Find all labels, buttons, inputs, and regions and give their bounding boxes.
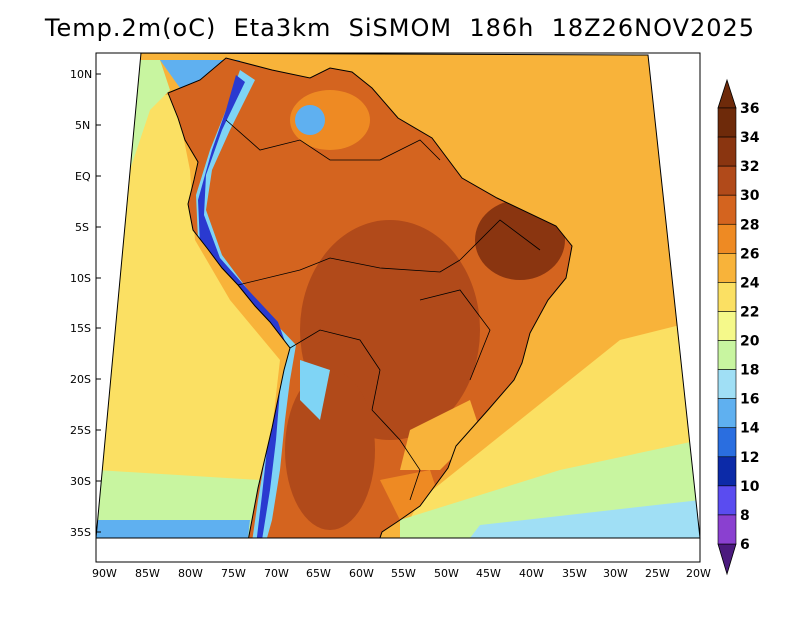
lat-axis: 10N 5N EQ 5S 10S 15S 20S 25S 30S 35S	[70, 68, 101, 539]
southeast-mild	[400, 400, 480, 470]
land-hot-south	[285, 370, 375, 530]
colorbar-label: 16	[740, 392, 759, 408]
border-amazon-south	[237, 257, 461, 286]
lat-label-35s: 35S	[70, 526, 91, 539]
colorbar-label: 18	[740, 363, 759, 379]
colorbar-label: 32	[740, 159, 759, 175]
lon-label-20w: 20W	[686, 567, 711, 580]
colorbar-segment	[717, 194, 737, 225]
colorbar-segment	[717, 427, 737, 458]
colorbar-segment	[717, 369, 737, 399]
colorbar-label: 22	[740, 304, 759, 320]
colorbar-bottom-arrow	[717, 543, 737, 576]
colorbar-label: 12	[740, 450, 759, 466]
lon-label-30w: 30W	[603, 567, 628, 580]
colorbar-segment	[717, 456, 737, 487]
colorbar-segment	[717, 398, 737, 429]
colorbar-label: 28	[740, 217, 759, 233]
lat-label-10s: 10S	[70, 272, 91, 285]
lon-label-85w: 85W	[135, 567, 160, 580]
lon-label-45w: 45W	[476, 567, 501, 580]
colorbar-segment	[717, 485, 737, 516]
colorbar-label: 14	[740, 421, 760, 437]
lon-label-55w: 55W	[391, 567, 416, 580]
colorbar-segment	[717, 223, 737, 254]
border-northeast	[459, 219, 541, 261]
lat-label-20s: 20S	[70, 373, 91, 386]
colorbar-label: 10	[740, 479, 760, 495]
colorbar: 36 34 32 30 28 26 24 22 20 18 16 14 12 10 8 6	[717, 78, 760, 576]
colorbar-top-arrow	[717, 78, 737, 109]
colorbar-label: 6	[740, 537, 750, 553]
roraima-cool-spot	[295, 105, 325, 135]
border-central-brazil	[419, 289, 491, 381]
colorbar-segment	[717, 514, 737, 545]
colorbar-segment	[717, 165, 737, 196]
border-paraguay	[371, 409, 421, 501]
lon-label-90w: 90W	[92, 567, 117, 580]
colorbar-label: 26	[740, 246, 759, 262]
altiplano-cool	[300, 360, 330, 420]
colorbar-segment	[717, 340, 737, 370]
lon-label-35w: 35W	[562, 567, 587, 580]
lat-label-5n: 5N	[75, 119, 90, 132]
country-borders	[225, 119, 541, 501]
lat-label-30s: 30S	[70, 475, 91, 488]
lon-label-40w: 40W	[519, 567, 544, 580]
colorbar-label: 20	[740, 334, 760, 350]
lon-label-80w: 80W	[178, 567, 203, 580]
lon-label-60w: 60W	[349, 567, 374, 580]
atlantic-far-south	[470, 500, 700, 538]
lon-label-75w: 75W	[221, 567, 246, 580]
lon-label-25w: 25W	[645, 567, 670, 580]
lon-axis: 90W 85W 80W 75W 70W 65W 60W 55W 50W 45W …	[92, 567, 711, 580]
ocean-field	[96, 53, 700, 538]
border-north	[225, 119, 441, 161]
colorbar-segment	[717, 282, 737, 312]
map-title: Temp.2m(oC) Eta3km SiSMOM 186h 18Z26NOV2…	[44, 14, 756, 42]
lon-label-65w: 65W	[306, 567, 331, 580]
lat-label-5s: 5S	[75, 221, 89, 234]
colorbar-label: 24	[740, 275, 760, 291]
pacific-cool	[96, 95, 280, 538]
colorbar-segment	[717, 311, 737, 341]
lat-label-eq: EQ	[75, 170, 91, 183]
lon-label-50w: 50W	[434, 567, 459, 580]
colorbar-label: 36	[740, 101, 759, 117]
lat-label-15s: 15S	[70, 322, 91, 335]
colorbar-segment	[717, 107, 737, 138]
border-bolivia	[289, 329, 381, 411]
colorbar-label: 34	[740, 130, 760, 146]
plot-border	[95, 52, 701, 563]
pacific-far-south	[96, 520, 250, 538]
lon-label-70w: 70W	[264, 567, 289, 580]
colorbar-label: 8	[740, 508, 750, 524]
colorbar-label: 30	[740, 188, 760, 204]
colorbar-segment	[717, 253, 737, 283]
lat-label-25s: 25S	[70, 424, 91, 437]
lat-label-10n: 10N	[70, 68, 92, 81]
colorbar-segment	[717, 136, 737, 167]
